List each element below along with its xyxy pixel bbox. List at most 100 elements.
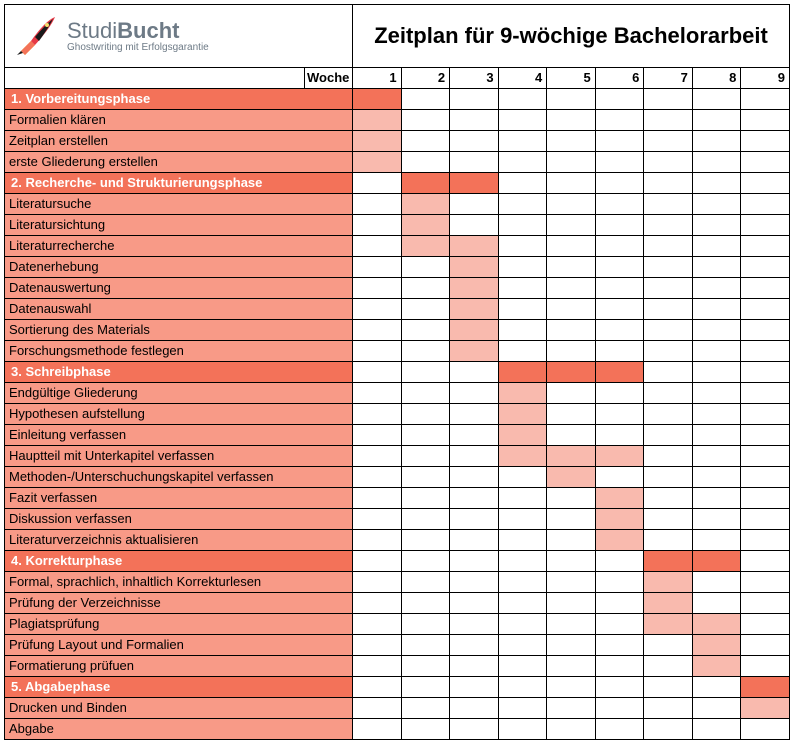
gantt-cell bbox=[547, 698, 596, 719]
gantt-cell bbox=[401, 362, 450, 383]
gantt-cell bbox=[498, 593, 547, 614]
gantt-cell bbox=[741, 425, 790, 446]
gantt-cell bbox=[644, 257, 693, 278]
gantt-cell bbox=[741, 110, 790, 131]
brand-tagline: Ghostwriting mit Erfolgsgarantie bbox=[67, 42, 209, 54]
task-label: Sortierung des Materials bbox=[5, 320, 353, 341]
gantt-cell bbox=[353, 635, 402, 656]
gantt-cell bbox=[450, 152, 499, 173]
task-label: Formal, sprachlich, inhaltlich Korrektur… bbox=[5, 572, 353, 593]
gantt-cell bbox=[401, 719, 450, 740]
gantt-cell bbox=[644, 404, 693, 425]
gantt-cell bbox=[401, 572, 450, 593]
gantt-cell bbox=[741, 278, 790, 299]
gantt-cell bbox=[595, 698, 644, 719]
gantt-cell bbox=[353, 194, 402, 215]
week-header-2: 2 bbox=[401, 68, 450, 89]
gantt-cell bbox=[353, 89, 402, 110]
gantt-cell bbox=[595, 467, 644, 488]
gantt-cell bbox=[547, 341, 596, 362]
task-label: Einleitung verfassen bbox=[5, 425, 353, 446]
gantt-cell bbox=[401, 698, 450, 719]
gantt-cell bbox=[353, 362, 402, 383]
gantt-cell bbox=[450, 635, 499, 656]
gantt-cell bbox=[692, 425, 741, 446]
gantt-cell bbox=[450, 593, 499, 614]
gantt-cell bbox=[692, 446, 741, 467]
week-header-7: 7 bbox=[644, 68, 693, 89]
gantt-cell bbox=[353, 488, 402, 509]
gantt-cell bbox=[741, 341, 790, 362]
gantt-cell bbox=[644, 614, 693, 635]
gantt-cell bbox=[741, 257, 790, 278]
gantt-cell bbox=[353, 278, 402, 299]
gantt-cell bbox=[498, 383, 547, 404]
phase-header: 2. Recherche- und Strukturierungsphase bbox=[5, 173, 353, 194]
gantt-cell bbox=[595, 572, 644, 593]
task-label: erste Gliederung erstellen bbox=[5, 152, 353, 173]
gantt-cell bbox=[644, 425, 693, 446]
gantt-cell bbox=[353, 299, 402, 320]
gantt-cell bbox=[450, 656, 499, 677]
gantt-cell bbox=[401, 215, 450, 236]
task-label: Endgültige Gliederung bbox=[5, 383, 353, 404]
gantt-cell bbox=[741, 173, 790, 194]
gantt-cell bbox=[353, 509, 402, 530]
gantt-cell bbox=[498, 194, 547, 215]
gantt-cell bbox=[401, 131, 450, 152]
gantt-cell bbox=[595, 404, 644, 425]
gantt-cell bbox=[353, 236, 402, 257]
gantt-cell bbox=[401, 509, 450, 530]
task-label: Fazit verfassen bbox=[5, 488, 353, 509]
gantt-cell bbox=[741, 488, 790, 509]
task-label: Diskussion verfassen bbox=[5, 509, 353, 530]
gantt-cell bbox=[741, 677, 790, 698]
gantt-cell bbox=[401, 89, 450, 110]
gantt-cell bbox=[692, 194, 741, 215]
gantt-cell bbox=[595, 677, 644, 698]
gantt-cell bbox=[644, 173, 693, 194]
task-label: Literatursuche bbox=[5, 194, 353, 215]
gantt-cell bbox=[644, 488, 693, 509]
gantt-cell bbox=[450, 383, 499, 404]
gantt-cell bbox=[692, 530, 741, 551]
gantt-cell bbox=[547, 194, 596, 215]
gantt-cell bbox=[450, 194, 499, 215]
task-label: Formatierung prüfuen bbox=[5, 656, 353, 677]
gantt-cell bbox=[547, 404, 596, 425]
gantt-cell bbox=[741, 236, 790, 257]
gantt-cell bbox=[741, 572, 790, 593]
gantt-cell bbox=[595, 299, 644, 320]
gantt-cell bbox=[498, 530, 547, 551]
gantt-cell bbox=[741, 215, 790, 236]
gantt-cell bbox=[547, 488, 596, 509]
gantt-cell bbox=[741, 656, 790, 677]
gantt-cell bbox=[353, 425, 402, 446]
gantt-cell bbox=[450, 614, 499, 635]
gantt-cell bbox=[547, 593, 596, 614]
gantt-cell bbox=[595, 173, 644, 194]
gantt-cell bbox=[353, 467, 402, 488]
gantt-cell bbox=[692, 467, 741, 488]
gantt-cell bbox=[401, 383, 450, 404]
week-label-header: Woche bbox=[305, 68, 353, 89]
gantt-cell bbox=[547, 446, 596, 467]
gantt-cell bbox=[353, 530, 402, 551]
gantt-cell bbox=[450, 467, 499, 488]
gantt-cell bbox=[741, 593, 790, 614]
gantt-cell bbox=[498, 362, 547, 383]
gantt-cell bbox=[644, 89, 693, 110]
gantt-cell bbox=[692, 614, 741, 635]
gantt-cell bbox=[401, 320, 450, 341]
gantt-cell bbox=[644, 299, 693, 320]
gantt-cell bbox=[741, 299, 790, 320]
week-header-8: 8 bbox=[692, 68, 741, 89]
gantt-cell bbox=[498, 677, 547, 698]
gantt-cell bbox=[595, 257, 644, 278]
gantt-cell bbox=[353, 173, 402, 194]
gantt-cell bbox=[741, 89, 790, 110]
gantt-cell bbox=[450, 257, 499, 278]
gantt-cell bbox=[498, 467, 547, 488]
gantt-cell bbox=[692, 488, 741, 509]
gantt-cell bbox=[547, 299, 596, 320]
